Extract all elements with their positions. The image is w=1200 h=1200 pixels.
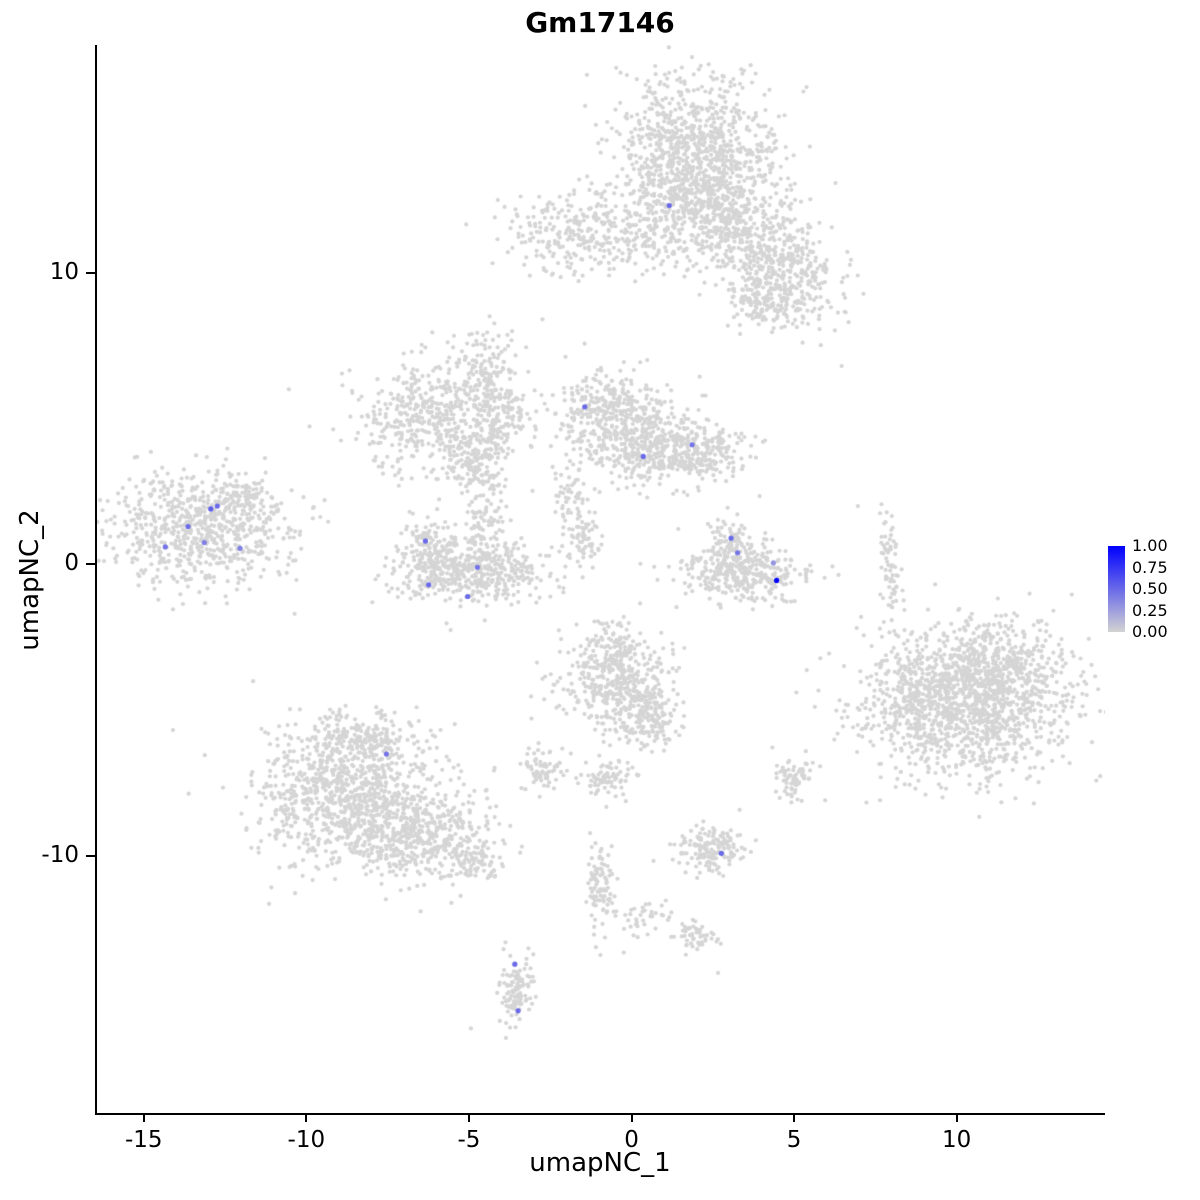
y-tick-mark: [86, 563, 95, 566]
x-tick-mark: [955, 1113, 958, 1122]
x-tick-label: 5: [786, 1127, 802, 1153]
x-tick-label: -5: [457, 1127, 481, 1153]
legend-tick-label: 0.25: [1132, 600, 1168, 620]
x-tick-mark: [467, 1113, 470, 1122]
x-tick-label: -15: [124, 1127, 163, 1153]
x-tick-label: -10: [287, 1127, 326, 1153]
legend-tick-label: 1.00: [1132, 536, 1168, 555]
y-tick-mark: [86, 271, 95, 274]
expression-legend: 1.00 0.75 0.50 0.25 0.00: [1108, 537, 1200, 646]
legend-tick-label: 0.50: [1132, 579, 1168, 598]
x-tick-mark: [793, 1113, 796, 1122]
x-axis-label: umapNC_1: [529, 1148, 671, 1178]
umap-scatter-canvas: [97, 45, 1105, 1113]
legend-tick-label: 0.00: [1132, 622, 1168, 641]
x-tick-label: 10: [942, 1127, 972, 1153]
legend-gradient-bar: [1108, 546, 1125, 632]
x-tick-mark: [630, 1113, 633, 1122]
y-tick-label: 10: [49, 258, 79, 285]
y-axis-label: umapNC_2: [15, 509, 45, 651]
plot-area: [95, 45, 1105, 1115]
y-tick-label: 0: [64, 550, 79, 577]
chart-title: Gm17146: [525, 6, 675, 39]
x-tick-mark: [142, 1113, 145, 1122]
legend-tick-label: 0.75: [1132, 557, 1168, 577]
x-tick-label: 0: [624, 1127, 639, 1153]
x-tick-mark: [305, 1113, 308, 1122]
y-tick-label: -10: [41, 842, 79, 869]
y-tick-mark: [86, 855, 95, 858]
